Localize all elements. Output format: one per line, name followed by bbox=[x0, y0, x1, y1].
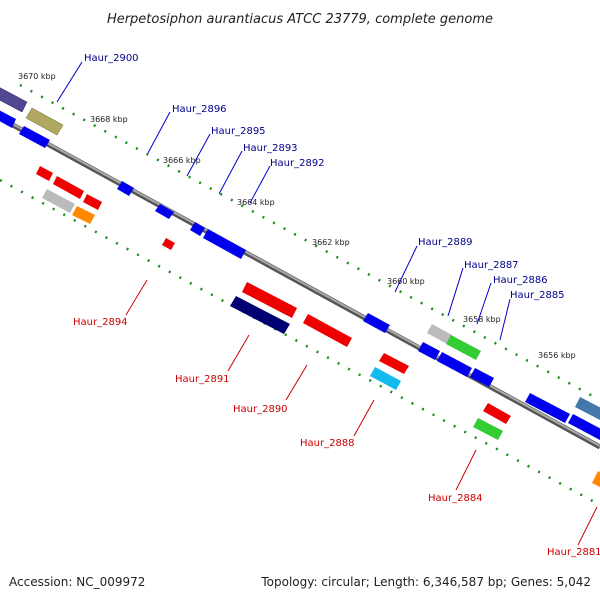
label-haur-2900[interactable]: Haur_2900 bbox=[84, 53, 139, 64]
upper-ruler bbox=[19, 83, 600, 402]
label-haur-2881[interactable]: Haur_2881 bbox=[547, 547, 600, 558]
gene-blue-8[interactable] bbox=[418, 342, 440, 360]
gene-blue-6[interactable] bbox=[203, 229, 246, 259]
tick-3658: 3658 kbp bbox=[463, 315, 501, 324]
label-haur-2890[interactable]: Haur_2890 bbox=[233, 404, 288, 415]
forward-leaders bbox=[56, 61, 511, 341]
topology-text: Topology: circular; Length: 6,346,587 bp… bbox=[260, 575, 591, 589]
gene-blue-12[interactable] bbox=[568, 414, 600, 440]
gene-red-2[interactable] bbox=[53, 176, 84, 199]
label-haur-2888[interactable]: Haur_2888 bbox=[300, 438, 355, 449]
forward-labels: Haur_2900 Haur_2896 Haur_2895 Haur_2893 … bbox=[84, 53, 565, 301]
gene-red-4[interactable] bbox=[162, 238, 175, 250]
tick-3664: 3664 kbp bbox=[237, 198, 275, 207]
gene-red-3[interactable] bbox=[83, 194, 102, 210]
gene-blue-1[interactable] bbox=[0, 108, 16, 128]
gene-blue-5[interactable] bbox=[190, 222, 205, 236]
label-haur-2892[interactable]: Haur_2892 bbox=[270, 158, 325, 169]
reverse-genes bbox=[36, 166, 600, 487]
gene-red-6[interactable] bbox=[303, 314, 352, 347]
tick-3668: 3668 kbp bbox=[90, 115, 128, 124]
gene-navy-1[interactable] bbox=[230, 296, 290, 334]
gene-green-2[interactable] bbox=[473, 418, 503, 440]
gene-haur-2900-block[interactable] bbox=[0, 85, 28, 113]
tick-3666: 3666 kbp bbox=[163, 156, 201, 165]
gene-blue-4[interactable] bbox=[155, 204, 174, 219]
gene-olive-block[interactable] bbox=[25, 107, 64, 136]
gene-blue-7[interactable] bbox=[363, 313, 390, 333]
gene-blue-3[interactable] bbox=[117, 181, 134, 196]
tick-3660: 3660 kbp bbox=[387, 277, 425, 286]
gene-grey-2[interactable] bbox=[42, 189, 75, 213]
lower-ruler bbox=[0, 178, 600, 507]
reverse-leaders bbox=[125, 279, 598, 546]
gene-orange-1[interactable] bbox=[72, 206, 95, 224]
label-haur-2885[interactable]: Haur_2885 bbox=[510, 290, 565, 301]
gene-blue-2[interactable] bbox=[19, 126, 50, 148]
map-title: Herpetosiphon aurantiacus ATCC 23779, co… bbox=[107, 12, 493, 27]
label-haur-2889[interactable]: Haur_2889 bbox=[418, 237, 473, 248]
label-haur-2884[interactable]: Haur_2884 bbox=[428, 493, 483, 504]
label-haur-2891[interactable]: Haur_2891 bbox=[175, 374, 230, 385]
gene-grey-1[interactable] bbox=[427, 324, 452, 344]
accession-text: Accession: NC_009972 bbox=[9, 575, 145, 589]
gene-red-7[interactable] bbox=[379, 353, 409, 374]
label-haur-2896[interactable]: Haur_2896 bbox=[172, 104, 227, 115]
tick-3662: 3662 kbp bbox=[312, 238, 350, 247]
label-haur-2895[interactable]: Haur_2895 bbox=[211, 126, 266, 137]
label-haur-2887[interactable]: Haur_2887 bbox=[464, 260, 519, 271]
label-haur-2886[interactable]: Haur_2886 bbox=[493, 275, 548, 286]
gene-steel-1[interactable] bbox=[575, 397, 600, 420]
label-haur-2894[interactable]: Haur_2894 bbox=[73, 317, 128, 328]
genome-backbone bbox=[0, 115, 600, 450]
gene-red-5[interactable] bbox=[242, 282, 297, 318]
gene-orange-2[interactable] bbox=[592, 471, 600, 487]
gene-blue-9[interactable] bbox=[437, 352, 472, 377]
gene-red-1[interactable] bbox=[36, 166, 53, 181]
tick-3670: 3670 kbp bbox=[18, 72, 56, 81]
tick-3656: 3656 kbp bbox=[538, 351, 576, 360]
reverse-labels: Haur_2894 Haur_2891 Haur_2890 Haur_2888 … bbox=[73, 317, 600, 558]
forward-genes bbox=[0, 85, 600, 440]
tick-labels: 3670 kbp 3668 kbp 3666 kbp 3664 kbp 3662… bbox=[18, 72, 576, 360]
gene-red-8[interactable] bbox=[483, 403, 511, 424]
label-haur-2893[interactable]: Haur_2893 bbox=[243, 143, 298, 154]
gene-cyan-1[interactable] bbox=[370, 367, 401, 390]
gene-blue-11[interactable] bbox=[525, 393, 570, 423]
gene-green-1[interactable] bbox=[446, 335, 481, 360]
gene-blue-10[interactable] bbox=[470, 368, 494, 387]
